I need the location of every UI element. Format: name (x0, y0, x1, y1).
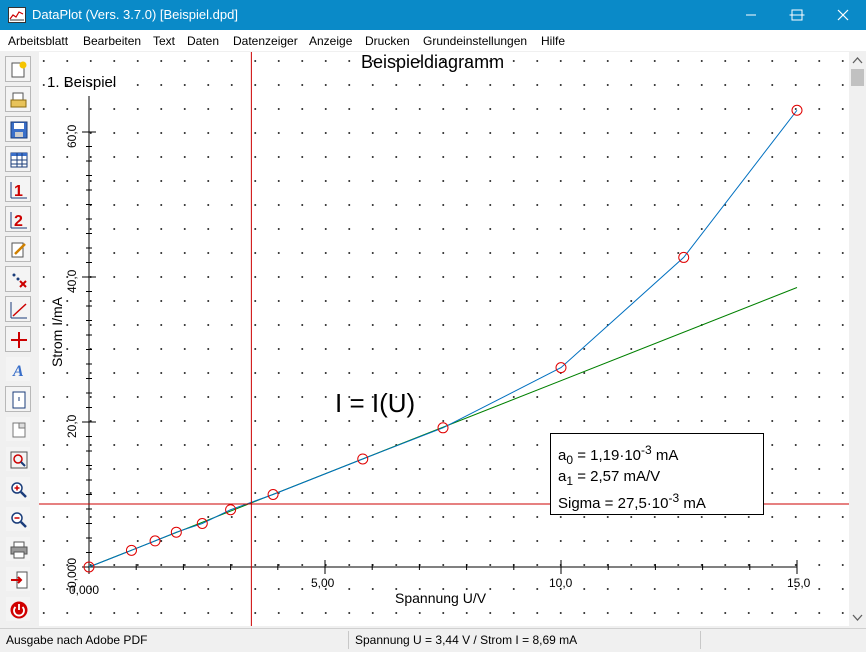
menu-grundeinstellungen[interactable]: Grundeinstellungen (423, 34, 528, 48)
vertical-scrollbar[interactable] (849, 52, 866, 626)
status-divider (700, 631, 701, 649)
series-2-icon: 2 (10, 212, 27, 229)
status-bar: Ausgabe nach Adobe PDF Spannung U = 3,44… (0, 628, 866, 652)
power-icon (10, 601, 28, 619)
crosshair-icon (11, 332, 27, 348)
param-a0: a0 = 1,19·10-3 mA (558, 443, 679, 467)
chart-title: Beispieldiagramm (361, 52, 505, 72)
svg-text:2: 2 (14, 213, 23, 229)
fit-line-icon (10, 302, 27, 319)
status-cursor-readout: Spannung U = 3,44 V / Strom I = 8,69 mA (355, 633, 578, 647)
data-point (791, 104, 803, 116)
page-button[interactable] (5, 386, 31, 412)
param-a1: a1 = 2,57 mA/V (558, 468, 661, 488)
data-point (83, 561, 95, 573)
open-icon (10, 92, 27, 108)
data-point (437, 422, 449, 434)
new-sheet-button[interactable] (5, 56, 31, 82)
data-point (357, 453, 369, 465)
print-button[interactable] (5, 536, 31, 562)
edit-data-icon (11, 242, 26, 258)
fit-line-button[interactable] (5, 296, 31, 322)
x-tick-label: 5,00 (311, 576, 335, 590)
data-point (170, 526, 182, 538)
table-icon (10, 152, 28, 168)
new-sheet-icon (11, 61, 27, 78)
series-label: 1. Beispiel (47, 74, 117, 91)
text-button[interactable]: A (5, 356, 31, 382)
crosshair-button[interactable] (5, 326, 31, 352)
data-point (125, 544, 137, 556)
y-tick-label: -0,000 (65, 557, 79, 592)
page-icon (12, 391, 26, 409)
tool-palette: 1 2 A (0, 51, 37, 627)
zoom-window-icon (10, 451, 28, 469)
status-output: Ausgabe nach Adobe PDF (6, 633, 148, 647)
param-sigma: Sigma = 27,5·10-3 mA (558, 491, 706, 512)
scroll-up-icon (852, 57, 863, 64)
x-axis-label: Spannung U/V (395, 590, 487, 606)
y-tick-label: 20,0 (65, 414, 79, 438)
zoom-in-button[interactable] (5, 476, 31, 502)
menu-text[interactable]: Text (153, 34, 176, 48)
svg-text:1: 1 (14, 183, 23, 199)
open-button[interactable] (5, 86, 31, 112)
annotation-text[interactable]: I = I(U) (335, 388, 416, 418)
zoom-out-icon (11, 512, 27, 528)
scroll-thumb (851, 69, 864, 86)
x-tick-label: 0,000 (69, 583, 100, 597)
fit-parameters-box[interactable]: a0 = 1,19·10-3 mA a1 = 2,57 mA/V Sigma =… (550, 433, 764, 515)
data-point (267, 489, 279, 500)
status-divider (348, 631, 349, 649)
zoom-window-button[interactable] (5, 446, 31, 472)
x-tick-label: 10,0 (549, 576, 573, 590)
title-bar: DataPlot (Vers. 3.7.0) [Beispiel.dpd] — (0, 0, 866, 30)
quit-button[interactable] (5, 596, 31, 622)
data-point (196, 518, 208, 529)
export-icon (11, 571, 28, 589)
series-1-icon: 1 (10, 182, 27, 199)
text-icon: A (12, 363, 24, 379)
menu-datenzeiger[interactable]: Datenzeiger (233, 34, 298, 48)
edit-data-button[interactable] (5, 236, 31, 262)
scroll-down-icon (852, 614, 863, 621)
maximize-icon[interactable] (774, 0, 820, 30)
page-setup-icon (12, 422, 26, 438)
window-title: DataPlot (Vers. 3.7.0) [Beispiel.dpd] (32, 7, 238, 22)
data-point (149, 535, 161, 547)
x-tick-label: 15,0 (787, 576, 811, 590)
delete-points-button[interactable] (5, 266, 31, 292)
menu-daten[interactable]: Daten (187, 34, 220, 48)
print-icon (10, 541, 28, 559)
svg-text:A: A (12, 363, 24, 379)
minimize-button-area[interactable] (728, 0, 774, 30)
y-tick-label: 60,0 (65, 124, 79, 148)
export-button[interactable] (5, 566, 31, 592)
menu-arbeitsblatt[interactable]: Arbeitsblatt (8, 34, 69, 48)
zoom-out-button[interactable] (5, 506, 31, 532)
data-point (555, 362, 567, 374)
save-icon (10, 121, 28, 139)
series-2-button[interactable]: 2 (5, 206, 31, 232)
delete-points-icon (12, 273, 27, 288)
menu-drucken[interactable]: Drucken (365, 34, 410, 48)
save-button[interactable] (5, 116, 31, 142)
menu-bar: Arbeitsblatt Bearbeiten Text Daten Daten… (0, 30, 866, 51)
y-tick-label: 40,0 (65, 269, 79, 293)
worksheet-canvas[interactable]: 1. Beispiel Beispieldiagramm I = I(U) Sp… (39, 52, 849, 626)
page-setup-button[interactable] (5, 416, 31, 442)
zoom-in-icon (11, 482, 27, 498)
data-point (225, 504, 237, 516)
series-1-button[interactable]: 1 (5, 176, 31, 202)
close-icon[interactable] (820, 0, 866, 30)
menu-bearbeiten[interactable]: Bearbeiten (83, 34, 142, 48)
app-icon (8, 7, 26, 23)
plot-svg (39, 52, 849, 626)
menu-anzeige[interactable]: Anzeige (309, 34, 353, 48)
data-point (678, 251, 690, 263)
y-axis-label: Strom I/mA (49, 296, 65, 367)
table-button[interactable] (5, 146, 31, 172)
menu-hilfe[interactable]: Hilfe (541, 34, 566, 48)
